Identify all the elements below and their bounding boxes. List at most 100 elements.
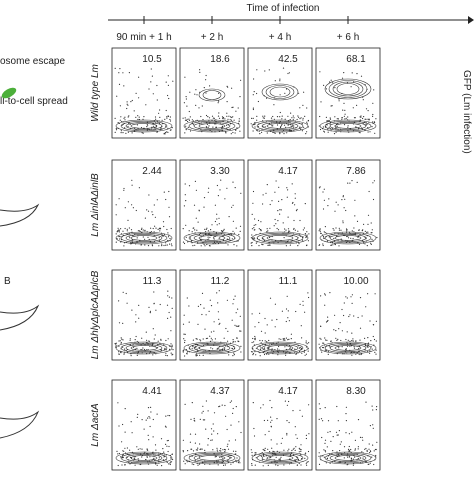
- dot: [138, 76, 140, 78]
- dot: [162, 459, 164, 461]
- dot: [290, 130, 292, 132]
- dot: [367, 337, 369, 339]
- dot: [345, 406, 347, 408]
- dot: [253, 227, 255, 229]
- dot: [357, 446, 359, 448]
- dot: [122, 72, 124, 74]
- dot: [370, 450, 372, 453]
- dot: [301, 415, 303, 417]
- dot: [118, 345, 120, 347]
- contour: [183, 451, 241, 465]
- dot: [306, 121, 308, 123]
- dot: [276, 318, 278, 321]
- dot: [214, 456, 216, 458]
- dot: [217, 115, 220, 117]
- dot: [289, 119, 291, 121]
- dot: [252, 402, 254, 404]
- dot: [290, 333, 292, 335]
- dot: [202, 338, 204, 340]
- dot: [370, 340, 372, 342]
- dot: [233, 352, 235, 354]
- dot: [324, 304, 326, 306]
- dot: [352, 464, 354, 466]
- dot: [374, 351, 376, 353]
- dot: [308, 296, 310, 299]
- dot: [343, 115, 345, 117]
- dot: [298, 462, 300, 465]
- dot: [269, 399, 271, 402]
- dot: [253, 229, 255, 231]
- dot: [375, 409, 377, 411]
- dot: [266, 353, 268, 355]
- dot: [147, 245, 150, 247]
- dot: [184, 119, 187, 121]
- dot: [202, 354, 204, 356]
- dot: [136, 354, 138, 356]
- dot: [222, 457, 224, 459]
- dot: [346, 82, 349, 84]
- dot: [156, 199, 158, 201]
- dot: [254, 339, 256, 341]
- dot: [213, 430, 215, 432]
- dot: [307, 119, 310, 122]
- dot: [294, 204, 296, 206]
- dot: [305, 463, 307, 465]
- dot: [371, 348, 373, 350]
- dot: [166, 116, 168, 118]
- dot: [169, 463, 171, 466]
- dot: [374, 448, 376, 451]
- dot: [295, 434, 297, 436]
- dot: [118, 231, 120, 233]
- dot: [217, 311, 219, 313]
- dot: [279, 80, 281, 82]
- dot: [193, 124, 195, 126]
- dot: [329, 117, 331, 119]
- dot: [306, 131, 308, 133]
- dot: [285, 308, 288, 310]
- dot: [261, 131, 263, 133]
- dot: [271, 447, 273, 449]
- dot: [351, 180, 353, 182]
- dot: [162, 448, 164, 450]
- dot: [335, 337, 337, 339]
- dot: [135, 92, 137, 94]
- dot: [279, 132, 281, 134]
- dot: [286, 295, 288, 297]
- dot: [326, 120, 328, 122]
- dot: [217, 195, 219, 197]
- dot: [227, 244, 229, 246]
- dot: [188, 110, 190, 113]
- dot: [260, 407, 262, 409]
- dot: [325, 339, 327, 341]
- dot: [163, 191, 165, 193]
- dot: [322, 243, 324, 245]
- dot: [123, 348, 126, 350]
- dot: [127, 219, 129, 221]
- dot: [239, 130, 241, 132]
- dot: [142, 347, 144, 349]
- dot: [148, 194, 150, 196]
- dot: [224, 198, 226, 200]
- dot: [287, 216, 289, 218]
- dot: [114, 67, 116, 69]
- dot: [163, 456, 165, 458]
- dot: [254, 218, 256, 220]
- dot: [150, 81, 152, 83]
- dot: [353, 315, 355, 317]
- dot: [367, 342, 370, 344]
- dot: [284, 118, 286, 120]
- dot: [130, 229, 133, 231]
- dot: [341, 308, 343, 311]
- dot: [208, 310, 210, 312]
- dot: [274, 349, 276, 351]
- dot: [129, 344, 131, 346]
- dot: [341, 77, 344, 79]
- dot: [202, 419, 204, 421]
- left-label: ll-to-cell spread: [0, 96, 68, 107]
- dot: [167, 94, 169, 97]
- dot: [115, 129, 118, 131]
- dot: [223, 448, 226, 451]
- dot: [236, 457, 238, 459]
- dot: [335, 227, 337, 229]
